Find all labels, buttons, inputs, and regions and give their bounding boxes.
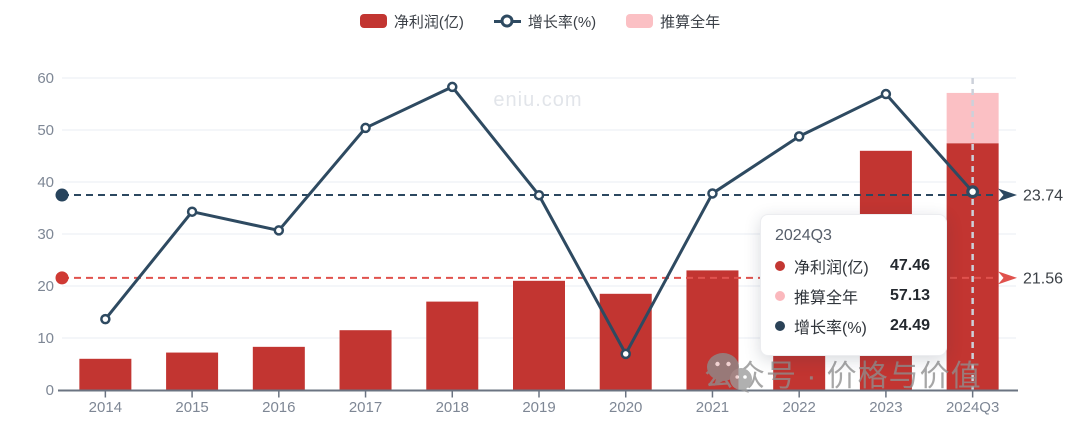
avg-growth-value-label: 23.74 [1023,188,1063,205]
legend-line-ring-icon [500,14,514,28]
legend-item-label: 增长率(%) [527,13,597,31]
x-axis-label-2024Q3: 2024Q3 [946,399,999,416]
bar-2017[interactable] [339,330,392,390]
bar-2016[interactable] [252,346,305,390]
growth-point-2019[interactable] [533,189,545,201]
legend-item-label: 净利润(亿) [393,13,464,31]
avg-profit-value-label: 21.56 [1023,270,1063,287]
tooltip: 2024Q3 净利润(亿) 47.46 推算全年 57.13 增长率(%) 24.49 [760,214,947,356]
bar-2020[interactable] [599,293,652,390]
x-axis-label-2019: 2019 [522,399,555,416]
watermark-center-text: eniu.com [493,89,582,111]
tooltip-row-label: 推算全年 [794,290,859,307]
tooltip-row: 增长率(%) 24.49 [775,314,930,338]
y-axis-label-60: 60 [37,70,54,87]
tooltip-row-value: 24.49 [889,317,930,334]
legend: 净利润(亿) 增长率(%) 推算全年 [0,8,1080,34]
legend-bar-swatch [626,14,654,28]
y-axis-label-40: 40 [37,174,54,191]
x-axis-label-2015: 2015 [175,399,208,416]
x-axis-label-2014: 2014 [89,399,122,416]
y-axis-label-20: 20 [37,278,54,295]
tooltip-row: 推算全年 57.13 [775,284,930,308]
y-axis-label-10: 10 [37,330,54,347]
growth-point-2020[interactable] [620,348,631,360]
legend-item-3[interactable]: 推算全年 [626,11,720,32]
growth-point-2017[interactable] [360,122,371,134]
x-axis-label-2021: 2021 [696,399,729,416]
growth-point-2016[interactable] [273,225,285,236]
growth-point-2023[interactable] [880,88,892,100]
series-dot-icon [775,291,785,301]
growth-point-2024Q3[interactable] [966,185,980,199]
y-axis-label-30: 30 [37,226,54,243]
legend-item-1[interactable]: 净利润(亿) [359,11,464,32]
x-axis-label-2023: 2023 [869,399,902,416]
bar-2019[interactable] [513,280,565,390]
avg-profit-arrow-icon [998,271,1017,285]
series-dot-icon [775,261,785,271]
x-axis-label-2018: 2018 [436,399,469,416]
legend-item-2[interactable]: 增长率(%) [493,11,597,32]
x-axis-label-2016: 2016 [262,399,295,416]
growth-point-2018[interactable] [447,81,458,93]
tooltip-row-value: 57.13 [889,287,930,304]
tooltip-row-label: 增长率(%) [794,320,867,337]
growth-point-2014[interactable] [100,313,111,325]
tooltip-row: 净利润(亿) 47.46 [775,254,930,278]
tooltip-rows: 净利润(亿) 47.46 推算全年 57.13 增长率(%) 24.49 [775,254,930,338]
y-axis-label-0: 0 [46,382,54,399]
bar-2018[interactable] [426,301,479,390]
x-axis-label-2020: 2020 [609,399,642,416]
avg-growth-arrow-icon [998,188,1017,202]
avg-profit-dot [55,271,69,285]
legend-item-label: 推算全年 [660,13,721,31]
bar-2014[interactable] [79,358,132,390]
tooltip-row-value: 47.46 [889,257,930,274]
legend-line-icon [493,14,521,28]
series-dot-icon [775,321,785,331]
legend-bar-swatch [359,14,387,28]
x-axis-label-2017: 2017 [349,399,382,416]
bar-2015[interactable] [166,352,219,390]
x-axis-label-2022: 2022 [782,399,815,416]
tooltip-row-label: 净利润(亿) [794,260,869,277]
tooltip-title: 2024Q3 [775,227,832,244]
growth-point-2015[interactable] [186,206,198,217]
bar-2021[interactable] [686,270,739,390]
avg-growth-dot [55,188,69,202]
growth-point-2021[interactable] [707,188,718,199]
y-axis-label-50: 50 [37,122,54,139]
growth-point-2022[interactable] [793,131,805,142]
